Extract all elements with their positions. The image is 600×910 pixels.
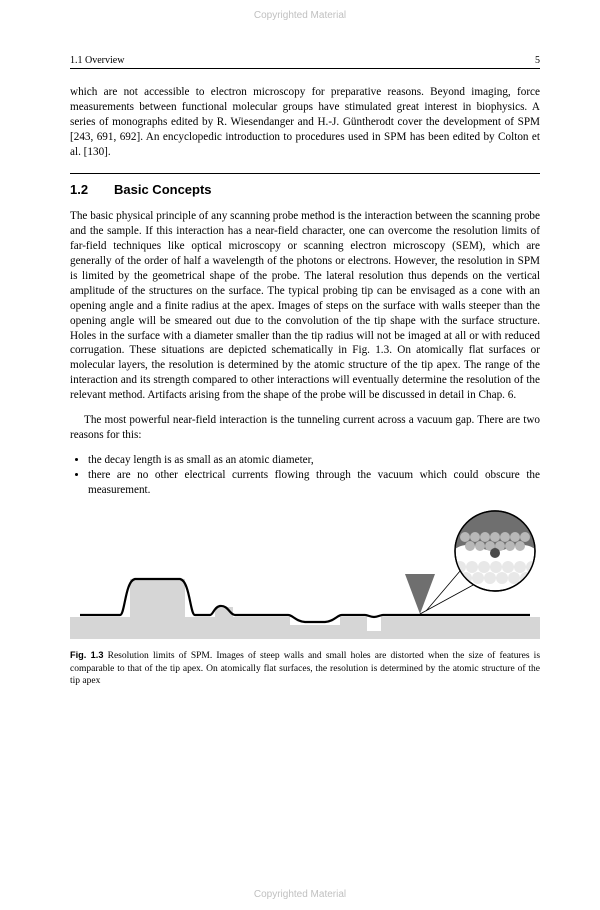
page-content: 1.1 Overview 5 which are not accessible … bbox=[70, 55, 540, 688]
running-head-right: 5 bbox=[535, 55, 540, 66]
figure-label: Fig. 1.3 bbox=[70, 650, 103, 660]
apex-atom bbox=[490, 548, 500, 558]
magnify-circle bbox=[454, 511, 538, 591]
running-head-left: 1.1 Overview bbox=[70, 55, 124, 66]
paragraph-concepts-1: The basic physical principle of any scan… bbox=[70, 209, 540, 403]
figure-caption-text: Resolution limits of SPM. Images of stee… bbox=[70, 651, 540, 686]
paragraph-intro: which are not accessible to electron mic… bbox=[70, 85, 540, 159]
figure-svg bbox=[70, 509, 540, 639]
watermark-top: Copyrighted Material bbox=[0, 10, 600, 21]
figure-1-3: Fig. 1.3 Resolution limits of SPM. Image… bbox=[70, 509, 540, 687]
section-number: 1.2 bbox=[70, 182, 114, 197]
bullet-list: the decay length is as small as an atomi… bbox=[70, 453, 540, 498]
feature-narrow-hole bbox=[367, 617, 381, 631]
bullet-item: there are no other electrical currents f… bbox=[88, 468, 540, 498]
watermark-bottom: Copyrighted Material bbox=[0, 889, 600, 900]
running-head: 1.1 Overview 5 bbox=[70, 55, 540, 69]
bullet-item: the decay length is as small as an atomi… bbox=[88, 453, 540, 468]
figure-caption: Fig. 1.3 Resolution limits of SPM. Image… bbox=[70, 650, 540, 687]
paragraph-concepts-2: The most powerful near-field interaction… bbox=[70, 413, 540, 443]
section-heading: 1.2Basic Concepts bbox=[70, 182, 540, 197]
section-rule bbox=[70, 173, 540, 174]
feature-tall bbox=[130, 579, 185, 617]
section-title: Basic Concepts bbox=[114, 182, 212, 197]
